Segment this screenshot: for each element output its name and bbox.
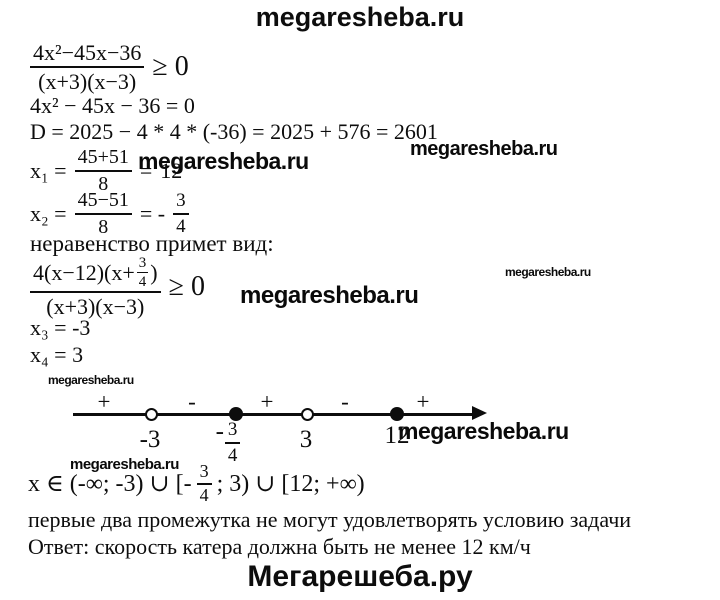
watermark: megaresheba.ru (48, 373, 134, 387)
fraction-numerator: 3 (136, 255, 149, 273)
fraction-numerator: 45−51 (74, 189, 132, 215)
watermark: megaresheba.ru (398, 418, 569, 444)
fraction-denominator: 4 (227, 444, 238, 466)
point-filled-circle (390, 407, 404, 421)
relation-symbol: ≥ 0 (168, 271, 205, 303)
watermark: megaresheba.ru (240, 282, 419, 309)
fraction: 3 4 (173, 190, 189, 238)
quadratic-equation: 4x² − 45x − 36 = 0 (30, 93, 195, 118)
root-x4-line: x₄ = 3 (30, 342, 84, 367)
interval-sign: - (341, 389, 349, 414)
fraction: 4(x−12)(x+ 3 4 ) (x+3)(x−3) (30, 255, 161, 319)
point-label: 12 (384, 422, 410, 449)
footer-title: Мегарешеба.ру (247, 560, 473, 593)
inequality-original: 4x²−45x−36 (x+3)(x−3) ≥ 0 (30, 40, 189, 95)
fraction-denominator: (x+3)(x−3) (38, 69, 137, 95)
point-label: -3 (139, 426, 161, 453)
fraction-denominator: 8 (98, 216, 109, 238)
interval-sign: + (416, 389, 430, 414)
point-open-circle (300, 407, 314, 421)
inequality-transformed: 4(x−12)(x+ 3 4 ) (x+3)(x−3) ≥ 0 (30, 255, 205, 319)
interval-prefix: x ∈ (-∞; -3) ∪ [- (28, 471, 192, 498)
point-filled-circle (229, 407, 243, 421)
numerator-suffix: ) (150, 259, 158, 285)
numerator-prefix: 4(x−12)(x+ (33, 259, 135, 285)
fraction-numerator: 3 (224, 419, 241, 444)
fraction: 4x²−45x−36 (x+3)(x−3) (30, 40, 145, 95)
discriminant-line: D = 2025 − 4 * 4 * (-36) = 2025 + 576 = … (30, 119, 438, 144)
root-x1-line: x₁ = 45+51 8 = 12 (30, 146, 182, 196)
point-label: 3 (299, 426, 313, 453)
equals-minus-sign: = - (139, 201, 166, 226)
root-x2-line: x₂ = 45−51 8 = - 3 4 (30, 189, 189, 239)
minus-sign: - (215, 418, 224, 445)
fraction: 45+51 8 (74, 146, 132, 196)
fraction-denominator: (x+3)(x−3) (46, 294, 145, 319)
fraction-denominator: 4 (176, 216, 186, 237)
interval-sign: + (97, 389, 111, 414)
fraction: 3 4 (136, 255, 149, 290)
watermark: megaresheba.ru (410, 138, 558, 160)
root-x1-lhs: x₁ = (30, 158, 67, 183)
watermark: megaresheba.ru (70, 456, 179, 473)
fraction-denominator: 4 (199, 484, 209, 505)
fraction-numerator: 4x²−45x−36 (30, 40, 145, 69)
fraction-numerator: 3 (173, 190, 189, 215)
axis-arrow-icon (472, 406, 487, 420)
interval-suffix: ; 3) ∪ [12; +∞) (216, 471, 365, 498)
note-line: первые два промежутка не могут удовлетво… (28, 507, 632, 532)
fraction-numerator: 45+51 (74, 146, 132, 172)
answer-line: Ответ: скорость катера должна быть не ме… (28, 534, 531, 559)
equals-sign: = (139, 158, 153, 183)
fraction: 3 4 (196, 461, 212, 506)
fraction-denominator: 8 (98, 173, 109, 195)
watermark: megaresheba.ru (505, 265, 591, 279)
root-x2-lhs: x₂ = (30, 201, 67, 226)
relation-symbol: ≥ 0 (152, 51, 189, 83)
interval-sign: - (188, 389, 196, 414)
solution-interval-line: x ∈ (-∞; -3) ∪ [- 3 4 ; 3) ∪ [12; +∞) (28, 461, 365, 506)
fraction: 45−51 8 (74, 189, 132, 239)
root-x1-result: 12 (160, 158, 183, 183)
fraction-numerator: 4(x−12)(x+ 3 4 ) (30, 255, 161, 293)
transform-label: неравенство примет вид: (30, 231, 274, 256)
watermark: megaresheba.ru (138, 148, 309, 174)
site-header-title: megaresheba.ru (255, 2, 465, 32)
fraction-numerator: 3 (196, 461, 212, 485)
fraction-denominator: 4 (138, 273, 147, 290)
root-x3-line: x₃ = -3 (30, 315, 91, 340)
point-open-circle (144, 407, 158, 421)
interval-sign: + (260, 389, 274, 414)
number-line-axis (73, 413, 474, 416)
